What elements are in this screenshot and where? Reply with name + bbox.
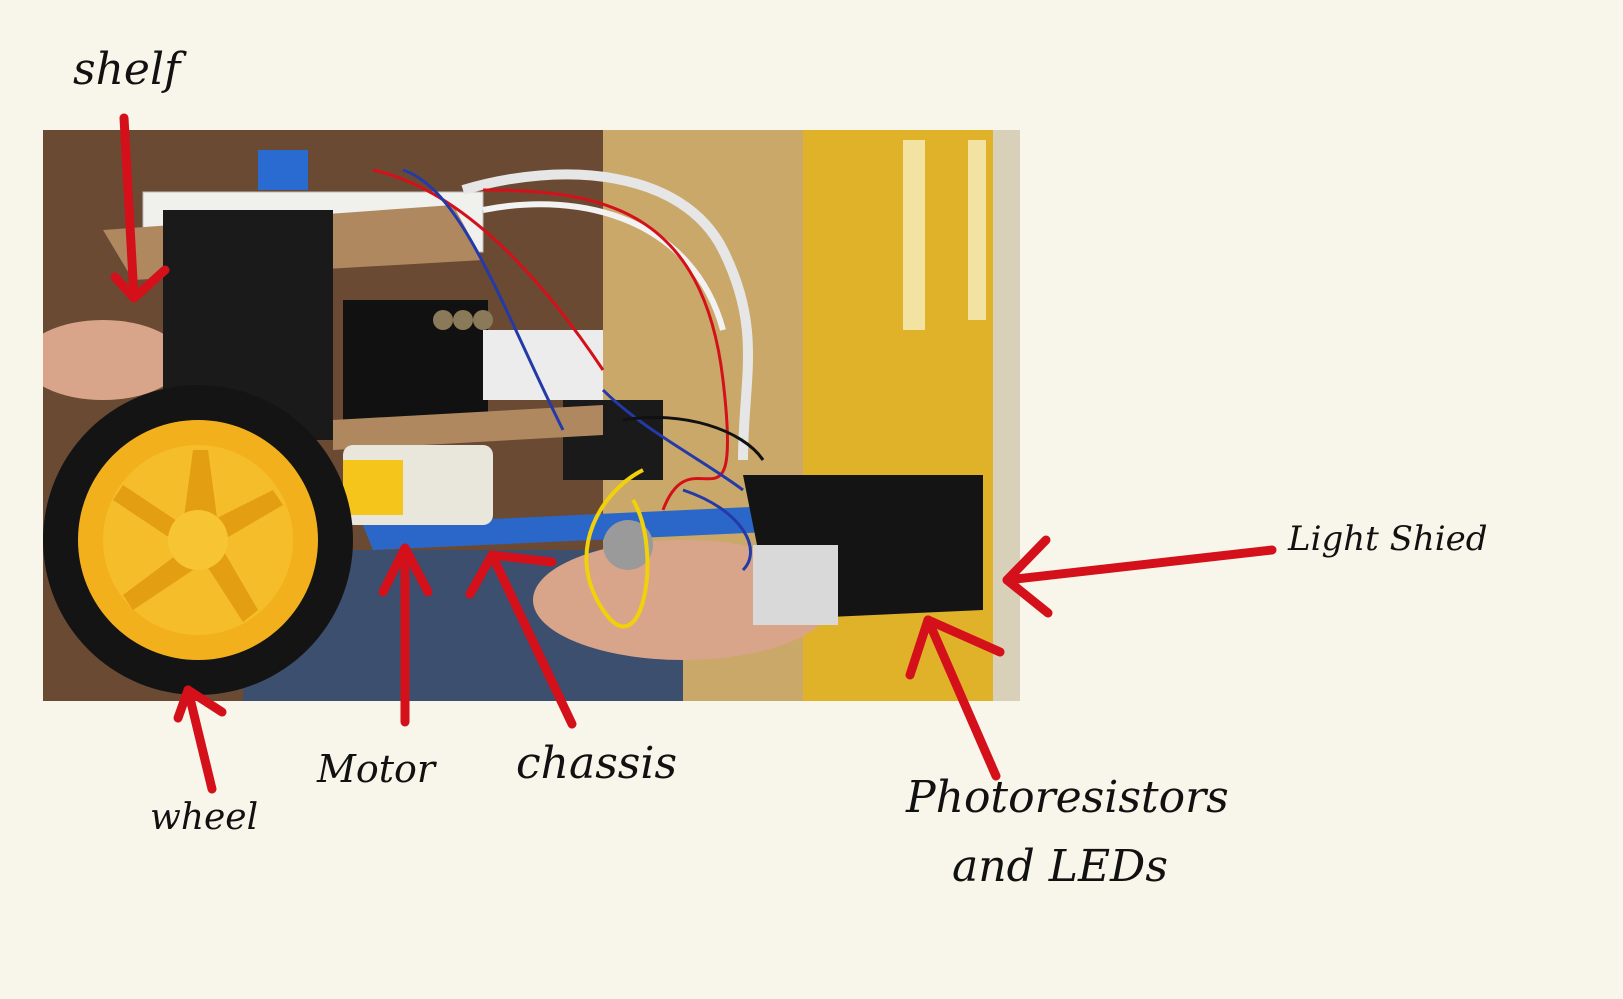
arrow-icon <box>1002 535 1277 618</box>
photoresistors-label-line1: Photoresistors <box>906 772 1229 823</box>
arrow-icon <box>173 685 227 794</box>
arrow-icon <box>110 113 170 303</box>
arrow-icon <box>378 543 433 727</box>
chassis-label: chassis <box>516 738 678 789</box>
motor-label: Motor <box>317 747 436 791</box>
arrow-icon <box>905 615 1005 781</box>
light-shield-label: Light Shied <box>1288 519 1488 559</box>
photoresistors-label-line2: and LEDs <box>952 841 1168 892</box>
shelf-label: shelf <box>73 44 181 95</box>
arrow-icon <box>465 550 577 729</box>
robot-photo <box>43 130 1020 701</box>
wheel-label: wheel <box>150 797 259 838</box>
